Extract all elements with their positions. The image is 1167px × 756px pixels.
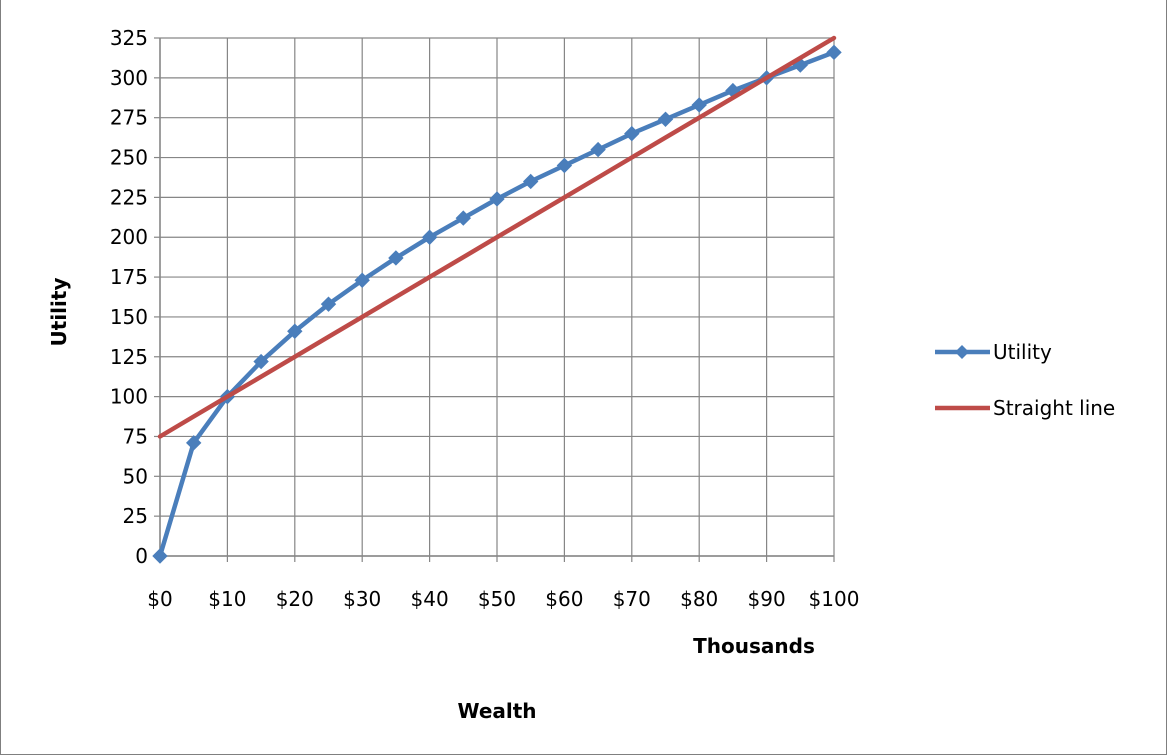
x-tick-label: $100 <box>809 587 860 611</box>
data-point-marker <box>320 296 337 312</box>
x-tick-label: $70 <box>613 587 651 611</box>
axes <box>154 37 835 562</box>
grid <box>159 37 835 557</box>
data-point-marker <box>152 548 168 564</box>
data-point-marker <box>489 191 505 207</box>
y-tick-label: 325 <box>110 26 148 50</box>
data-point-marker <box>185 435 202 451</box>
data-point-marker <box>691 97 707 113</box>
x-tick-label: $0 <box>147 587 172 611</box>
x-tick-label: $90 <box>748 587 786 611</box>
legend-label: Straight line <box>993 396 1115 420</box>
data-point-marker <box>421 229 438 245</box>
y-tick-label: 200 <box>110 225 148 249</box>
y-tick-label: 250 <box>110 146 148 170</box>
legend: Utility Straight line <box>935 340 1115 420</box>
data-point-marker <box>624 125 640 142</box>
data-point-marker <box>657 111 674 127</box>
x-tick-label: $10 <box>208 587 246 611</box>
y-tick-label: 25 <box>123 504 148 528</box>
y-tick-label: 125 <box>110 345 148 369</box>
tick-labels: 0 25 50 75 100 125 150 175 200 225 250 275 300 325 $0 $… <box>110 26 860 611</box>
y-tick-label: 175 <box>110 265 148 289</box>
data-point-marker <box>253 353 269 370</box>
x-axis-title: Wealth <box>457 699 536 723</box>
x-axis-unit-label: Thousands <box>693 634 815 658</box>
y-tick-label: 300 <box>110 66 148 90</box>
x-tick-label: $60 <box>545 587 583 611</box>
x-tick-label: $20 <box>276 587 314 611</box>
data-point-marker <box>826 44 842 61</box>
data-point-marker <box>354 272 370 288</box>
y-tick-label: 50 <box>123 464 148 488</box>
y-tick-label: 75 <box>123 424 148 448</box>
legend-marker <box>955 345 969 359</box>
y-tick-label: 225 <box>110 185 148 209</box>
data-point-marker <box>522 173 539 190</box>
data-point-marker <box>590 141 606 158</box>
data-point-marker <box>287 323 303 339</box>
legend-label: Utility <box>993 340 1052 364</box>
series-group <box>152 35 842 564</box>
x-tick-label: $80 <box>680 587 718 611</box>
data-point-marker <box>388 250 404 266</box>
x-tick-label: $50 <box>478 587 516 611</box>
series-line-straight-line <box>157 35 837 439</box>
y-tick-label: 100 <box>110 385 148 409</box>
data-point-marker <box>455 210 472 226</box>
x-tick-label: $30 <box>343 587 381 611</box>
y-tick-label: 0 <box>135 544 148 568</box>
y-tick-label: 275 <box>110 106 148 130</box>
y-tick-label: 150 <box>110 305 148 329</box>
data-point-marker <box>556 157 573 174</box>
y-axis-title: Utility <box>47 278 71 347</box>
x-tick-label: $40 <box>411 587 449 611</box>
